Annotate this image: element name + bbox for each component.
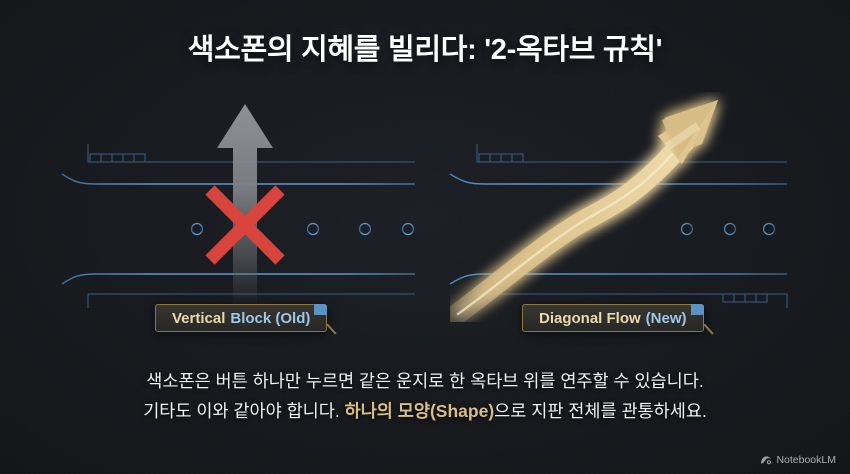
corner-tab-icon bbox=[690, 304, 704, 315]
caption-line-2-after: 으로 지판 전체를 관통하세요. bbox=[494, 401, 707, 421]
callout-vertical-block[interactable]: Vertical Block (Old) bbox=[155, 304, 337, 335]
fretboard-blueprint-right bbox=[449, 144, 788, 308]
callout-left-secondary: Block (Old) bbox=[230, 309, 311, 327]
blueprint-dimension-marks-bottom bbox=[87, 293, 415, 308]
caption-block: 색소폰은 버튼 하나만 누르면 같은 운지로 한 옥타브 위를 연주할 수 있습… bbox=[0, 366, 850, 426]
diagram-vertical-block bbox=[40, 96, 415, 316]
callout-right-secondary: (New) bbox=[645, 309, 687, 327]
page-title: 색소폰의 지혜를 빌리다: '2-옥타브 규칙' bbox=[187, 34, 663, 66]
fretboard-blueprint-left bbox=[58, 144, 415, 308]
caption-line-2: 기타도 이와 같아야 합니다. 하나의 모양(Shape)으로 지판 전체를 관… bbox=[0, 396, 850, 426]
blueprint-dimension-marks-top bbox=[87, 144, 415, 163]
corner-tick-icon bbox=[703, 324, 714, 335]
caption-line-1: 색소폰은 버튼 하나만 누르면 같은 운지로 한 옥타브 위를 연주할 수 있습… bbox=[146, 371, 704, 391]
caption-highlight: 하나의 모양(Shape) bbox=[344, 401, 495, 421]
callout-diagonal-flow[interactable]: Diagonal Flow (New) bbox=[522, 304, 714, 335]
notebooklm-logo-icon bbox=[760, 455, 772, 465]
caption-line-2-before: 기타도 이와 같아야 합니다. bbox=[143, 401, 345, 421]
corner-tick-icon bbox=[327, 324, 337, 335]
callout-left-primary: Vertical bbox=[172, 309, 226, 327]
watermark: NotebookLM bbox=[760, 454, 836, 466]
blueprint-dimension-marks-top bbox=[476, 144, 787, 163]
corner-tab-icon bbox=[314, 304, 328, 315]
diagram-diagonal-flow bbox=[435, 96, 810, 316]
callout-right-primary: Diagonal Flow bbox=[539, 309, 641, 327]
watermark-label: NotebookLM bbox=[776, 454, 836, 466]
